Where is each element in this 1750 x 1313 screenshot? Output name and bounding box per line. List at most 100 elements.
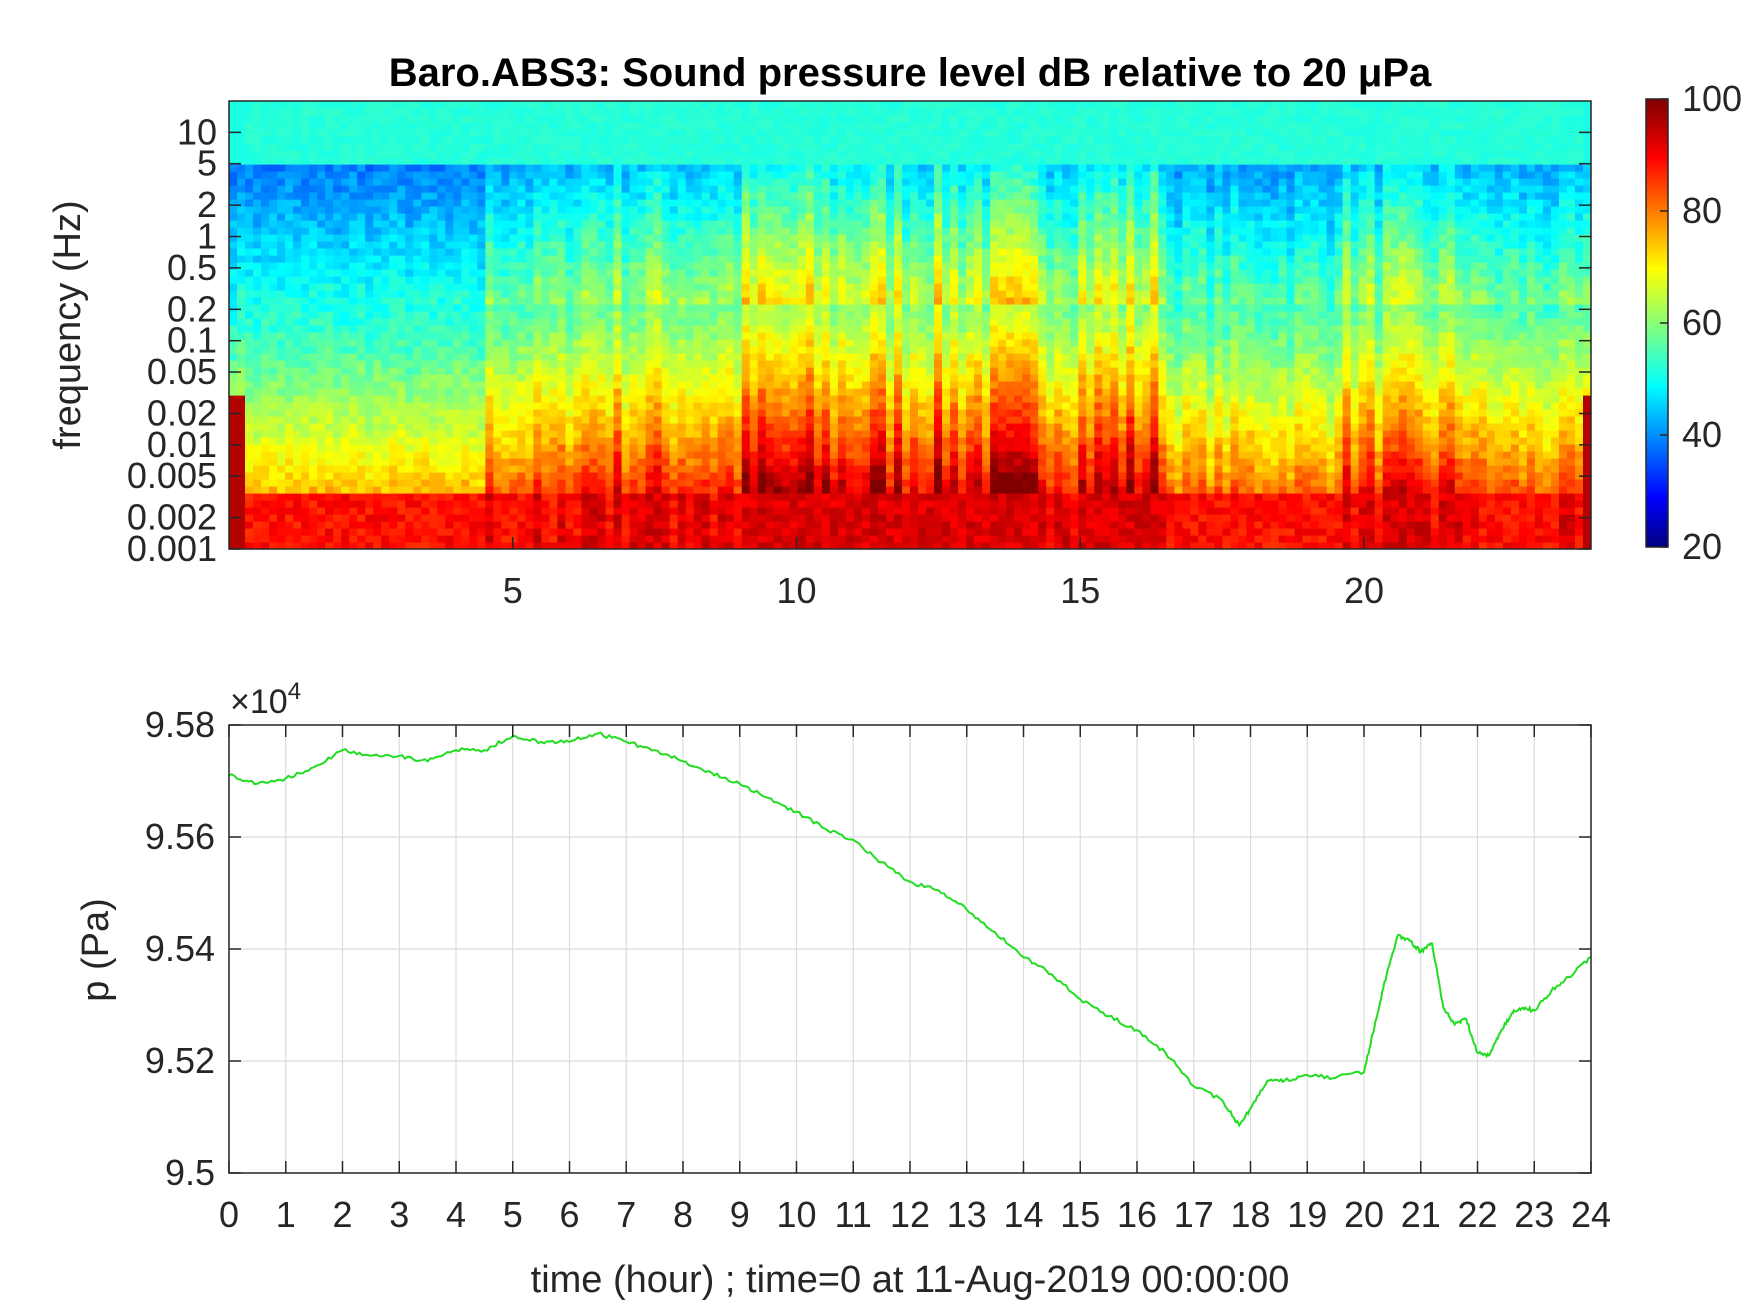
heatmap-cell — [597, 185, 607, 193]
heatmap-cell — [285, 220, 294, 228]
heatmap-cell — [813, 332, 823, 340]
heatmap-cell — [365, 276, 374, 284]
heatmap-cell — [445, 458, 454, 466]
heatmap-cell — [757, 437, 767, 445]
heatmap-cell — [549, 164, 559, 172]
heatmap-cell — [789, 157, 799, 165]
heatmap-cell — [741, 248, 751, 256]
heatmap-cell — [397, 311, 406, 319]
heatmap-cell — [845, 241, 855, 249]
heatmap-cell — [517, 465, 527, 473]
heatmap-cell — [357, 129, 366, 137]
heatmap-cell — [613, 262, 623, 270]
heatmap-cell — [661, 486, 671, 494]
heatmap-cell — [557, 206, 567, 214]
heatmap-cell — [253, 542, 262, 549]
heatmap-cell — [805, 542, 815, 549]
heatmap-cell — [429, 269, 438, 277]
heatmap-cell — [621, 276, 631, 284]
heatmap-cell — [629, 360, 639, 368]
heatmap-cell — [533, 332, 543, 340]
heatmap-cell — [485, 129, 494, 137]
heatmap-cell — [237, 164, 246, 172]
heatmap-cell — [333, 283, 342, 291]
heatmap-cell — [285, 521, 294, 529]
heatmap-cell — [701, 143, 711, 151]
heatmap-cell — [253, 241, 262, 249]
heatmap-cell — [453, 269, 462, 277]
heatmap-cell — [341, 409, 350, 417]
heatmap-cell — [837, 395, 847, 403]
heatmap-cell — [285, 486, 294, 494]
heatmap-cell — [773, 472, 783, 480]
heatmap-cell — [285, 269, 294, 277]
heatmap-cell — [621, 542, 631, 549]
heatmap-cell — [533, 241, 543, 249]
heatmap-cell — [293, 528, 302, 536]
heatmap-cell — [693, 192, 703, 200]
heatmap-cell — [653, 269, 663, 277]
heatmap-cell — [453, 444, 462, 452]
heatmap-cell — [245, 325, 254, 333]
heatmap-cell — [621, 318, 631, 326]
heatmap-cell — [709, 339, 719, 347]
heatmap-cell — [605, 248, 615, 256]
heatmap-cell — [341, 388, 350, 396]
heatmap-cell — [781, 353, 791, 361]
heatmap-cell — [781, 157, 791, 165]
heatmap-cell — [245, 472, 254, 480]
heatmap-cell — [277, 192, 286, 200]
heatmap-cell — [533, 339, 543, 347]
heatmap-cell — [357, 409, 366, 417]
heatmap-cell — [397, 507, 406, 515]
heatmap-cell — [701, 297, 711, 305]
heatmap-cell — [829, 150, 839, 158]
heatmap-cell — [685, 353, 695, 361]
heatmap-cell — [597, 423, 607, 431]
heatmap-cell — [525, 416, 535, 424]
heatmap-cell — [693, 220, 703, 228]
heatmap-cell — [461, 234, 470, 242]
heatmap-cell — [429, 367, 438, 375]
heatmap-cell — [757, 143, 767, 151]
heatmap-cell — [765, 129, 775, 137]
heatmap-cell — [653, 178, 663, 186]
heatmap-cell — [677, 381, 687, 389]
heatmap-cell — [517, 234, 527, 242]
heatmap-cell — [693, 304, 703, 312]
heatmap-cell — [725, 381, 735, 389]
heatmap-cell — [629, 276, 639, 284]
heatmap-cell — [653, 136, 663, 144]
heatmap-cell — [413, 409, 422, 417]
heatmap-cell — [493, 290, 502, 298]
heatmap-cell — [317, 255, 326, 263]
heatmap-cell — [733, 283, 743, 291]
heatmap-cell — [645, 220, 655, 228]
heatmap-cell — [613, 444, 623, 452]
heatmap-cell — [693, 108, 703, 116]
heatmap-cell — [725, 185, 735, 193]
heatmap-cell — [709, 157, 719, 165]
heatmap-cell — [549, 220, 559, 228]
heatmap-cell — [781, 542, 791, 549]
heatmap-cell — [565, 430, 575, 438]
heatmap-cell — [597, 101, 607, 109]
heatmap-cell — [405, 451, 414, 459]
heatmap-cell — [693, 500, 703, 508]
heatmap-cell — [261, 311, 270, 319]
heatmap-cell — [637, 437, 647, 445]
heatmap-cell — [397, 332, 406, 340]
heatmap-cell — [253, 479, 262, 487]
heatmap-cell — [661, 213, 671, 221]
heatmap-cell — [741, 311, 751, 319]
heatmap-cell — [773, 514, 783, 522]
heatmap-cell — [405, 241, 414, 249]
heatmap-cell — [645, 129, 655, 137]
heatmap-cell — [829, 248, 839, 256]
heatmap-cell — [757, 129, 767, 137]
heatmap-cell — [525, 255, 535, 263]
heatmap-cell — [541, 262, 551, 270]
heatmap-cell — [493, 199, 502, 207]
heatmap-cell — [629, 164, 639, 172]
heatmap-cell — [445, 164, 454, 172]
